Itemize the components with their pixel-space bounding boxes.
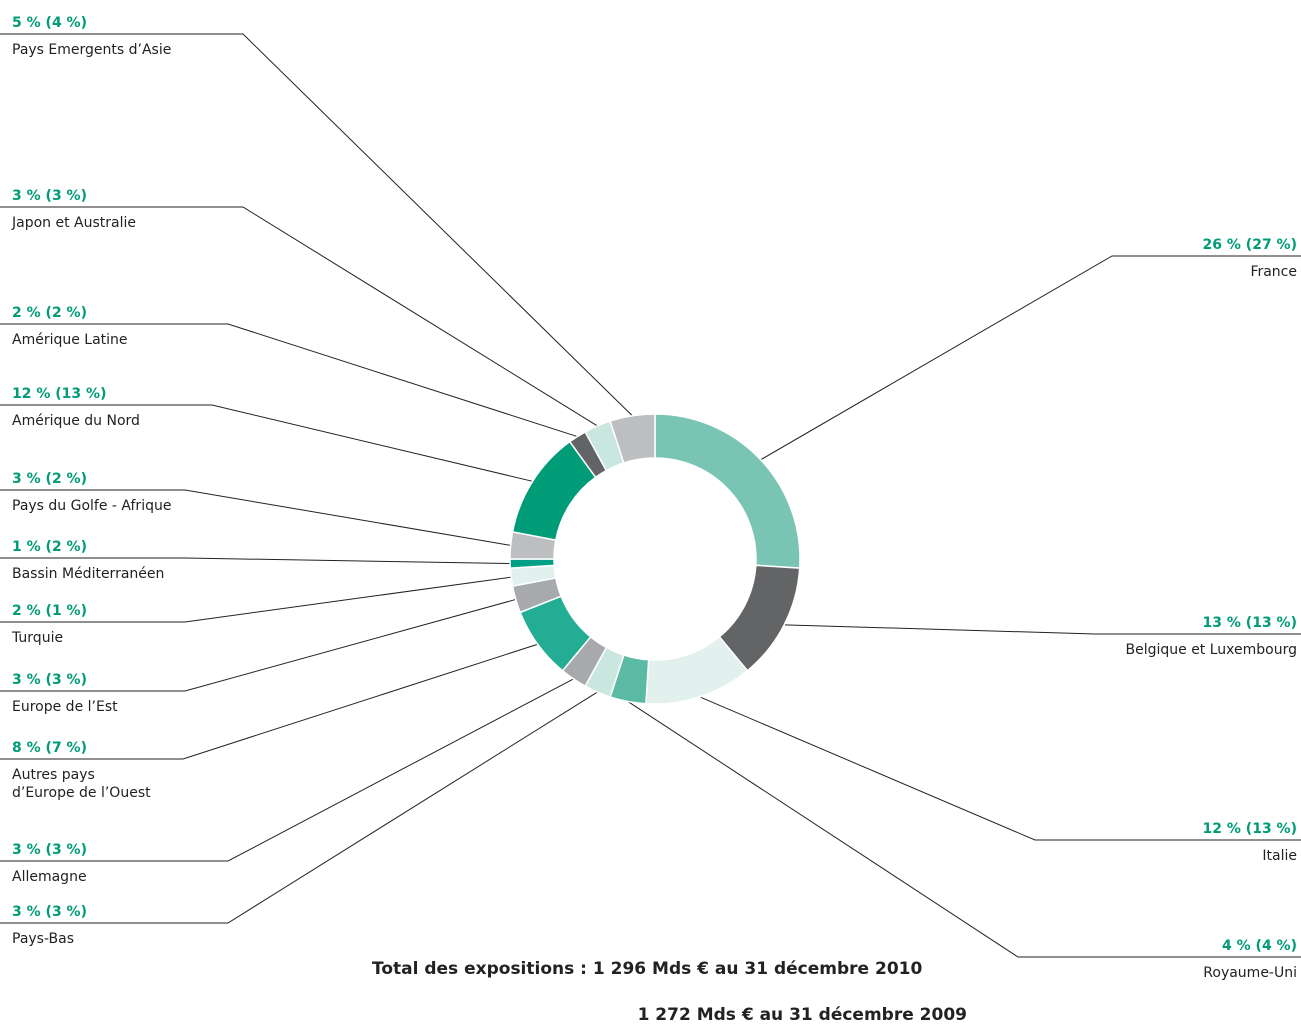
label-pays-du-golfe-afrique: Pays du Golfe - Afrique [12,498,171,514]
pct-royaume-uni: 4 % (4 %) [1222,938,1297,954]
pct-amerique-latine: 2 % (2 %) [12,305,87,321]
leader-line-royaume-uni [627,701,1301,958]
label-belgique-et-luxembourg: Belgique et Luxembourg [1125,642,1297,658]
pct-france: 26 % (27 %) [1203,237,1297,253]
leader-line-europe-de-l-est [0,598,516,692]
leader-line-japon-et-australie [0,206,598,427]
pct-turquie: 2 % (1 %) [12,603,87,619]
slice-pays-emergents-d-asie [609,413,656,464]
label-pays-emergents-d-asie: Pays Emergents d’Asie [12,42,171,58]
leader-line-pays-emergents-d-asie [0,33,633,417]
donut-slices [509,413,801,705]
pct-europe-de-l-est: 3 % (3 %) [12,672,87,688]
label-amerique-latine: Amérique Latine [12,332,128,348]
pct-amerique-du-nord: 12 % (13 %) [12,386,106,402]
pct-italie: 12 % (13 %) [1203,821,1297,837]
leader-line-italie [699,696,1301,841]
label-japon-et-australie: Japon et Australie [11,215,136,231]
label-royaume-uni: Royaume-Uni [1203,965,1297,981]
slice-france [654,413,801,569]
leader-line-pays-du-golfe-afrique [0,489,511,546]
pct-japon-et-australie: 3 % (3 %) [12,188,87,204]
leader-line-turquie [0,576,512,623]
leader-line-amerique-latine [0,323,578,438]
total-2010: Total des expositions : 1 296 Mds € au 3… [372,959,922,979]
slice-labels: 26 % (27 %) France 13 % (13 %) Belgique et … [11,15,1297,981]
pct-pays-emergents-d-asie: 5 % (4 %) [12,15,87,31]
label-amerique-du-nord: Amérique du Nord [12,413,140,429]
label-pays-bas: Pays-Bas [12,931,74,947]
pct-allemagne: 3 % (3 %) [12,842,87,858]
leader-line-belgique-et-luxembourg [784,624,1301,635]
leader-line-france [760,255,1301,461]
total-2009: 1 272 Mds € au 31 décembre 2009 [638,1005,967,1025]
pct-belgique-et-luxembourg: 13 % (13 %) [1203,615,1297,631]
label-italie: Italie [1262,848,1297,864]
label-bassin-mediterraneen: Bassin Méditerranéen [12,566,164,582]
leader-line-bassin-mediterraneen [0,557,511,565]
leader-line-autres-pays-d-europe-de-l-ouest [0,643,538,760]
label-allemagne: Allemagne [12,869,87,885]
leader-line-pays-bas [0,691,598,924]
pct-pays-du-golfe-afrique: 3 % (2 %) [12,471,87,487]
label-europe-de-l-est: Europe de l’Est [12,699,118,715]
leader-line-allemagne [0,678,574,862]
leader-lines [0,33,1301,958]
leader-line-amerique-du-nord [0,404,533,482]
label-autres-pays-d-europe-de-l-ouest: Autres pays d’Europe de l’Ouest [12,767,151,801]
pct-pays-bas: 3 % (3 %) [12,904,87,920]
label-turquie: Turquie [11,630,63,646]
label-france: France [1250,264,1297,280]
pct-autres-pays-d-europe-de-l-ouest: 8 % (7 %) [12,740,87,756]
pct-bassin-mediterraneen: 1 % (2 %) [12,539,87,555]
